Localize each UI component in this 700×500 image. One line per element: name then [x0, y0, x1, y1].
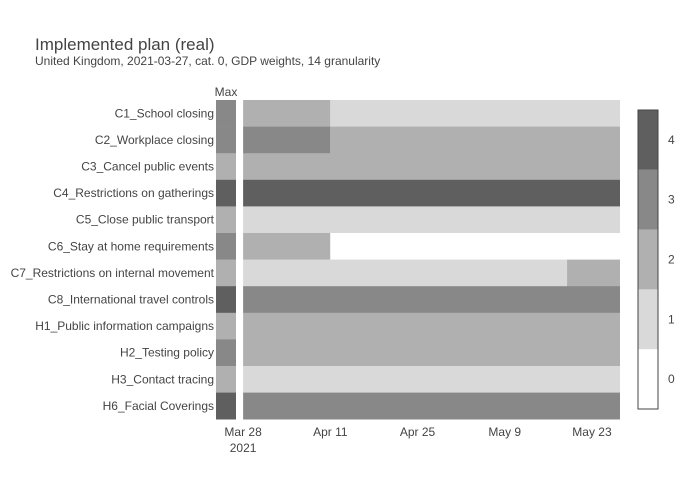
colorbar-outline — [637, 109, 659, 410]
max-cell[interactable] — [216, 179, 236, 207]
colorbar-tick-label: 0 — [668, 372, 675, 386]
x-tick-label: May 9 — [488, 425, 521, 439]
max-cell[interactable] — [216, 126, 236, 154]
heatmap-cell[interactable] — [243, 339, 621, 367]
colorbar-swatch — [638, 169, 658, 230]
colorbar-swatch — [638, 289, 658, 350]
max-cell[interactable] — [216, 286, 236, 314]
chart-subtitle: United Kingdom, 2021-03-27, cat. 0, GDP … — [35, 54, 381, 68]
colorbar-tick-label: 4 — [668, 133, 675, 147]
heatmap-cell[interactable] — [330, 126, 620, 154]
x-tick-label: Mar 28 — [224, 425, 262, 439]
heatmap-cell[interactable] — [243, 206, 621, 234]
x-year-label: 2021 — [230, 441, 257, 455]
max-cell[interactable] — [216, 392, 236, 420]
max-cell[interactable] — [216, 233, 236, 260]
heatmap-cell[interactable] — [243, 153, 621, 181]
heatmap-cell[interactable] — [243, 392, 621, 420]
x-tick-label: Apr 25 — [400, 425, 436, 439]
heatmap-cell[interactable] — [330, 100, 620, 127]
plot-area[interactable] — [243, 100, 621, 420]
y-tick-label: H6_Facial Coverings — [103, 399, 214, 413]
heatmap-cell[interactable] — [243, 312, 621, 340]
y-axis-labels: C1_School closing C2_Workplace closing C3_… — [11, 106, 215, 413]
y-tick-label: C1_School closing — [115, 106, 214, 120]
heatmap-cell[interactable] — [243, 366, 621, 393]
chart-title: Implemented plan (real) — [35, 35, 215, 54]
x-axis: Mar 28 Apr 11 Apr 25 May 9 May 23 2021 — [224, 425, 612, 455]
y-tick-label: C3_Cancel public events — [81, 160, 214, 174]
y-tick-label: H3_Contact tracing — [111, 372, 214, 386]
y-tick-label: H2_Testing policy — [120, 346, 214, 360]
max-cell[interactable] — [216, 366, 236, 393]
colorbar-swatch — [638, 229, 658, 290]
x-tick-label: May 23 — [572, 425, 612, 439]
colorbar-tick-label: 2 — [668, 253, 675, 267]
y-tick-label: C7_Restrictions on internal movement — [11, 266, 215, 280]
heatmap-cell[interactable] — [243, 179, 621, 207]
colorbar-swatch — [638, 349, 658, 409]
max-cell[interactable] — [216, 312, 236, 340]
heatmap-cell[interactable] — [243, 100, 331, 127]
heatmap-cell[interactable] — [243, 233, 331, 260]
colorbar-swatch — [638, 110, 658, 170]
x-tick-label: Apr 11 — [313, 425, 348, 439]
y-tick-label: H1_Public information campaigns — [35, 319, 214, 333]
max-cell[interactable] — [216, 259, 236, 287]
max-cell[interactable] — [216, 100, 236, 127]
max-cell[interactable] — [216, 206, 236, 234]
max-column: Max — [215, 85, 238, 420]
y-tick-label: C5_Close public transport — [76, 213, 215, 227]
max-column-header: Max — [215, 85, 238, 99]
y-tick-label: C6_Stay at home requirements — [48, 239, 214, 253]
max-cell[interactable] — [216, 153, 236, 181]
heatmap-cell[interactable] — [567, 259, 620, 287]
heatmap-cell[interactable] — [243, 126, 331, 154]
y-tick-label: C2_Workplace closing — [95, 133, 214, 147]
y-tick-label: C8_International travel controls — [48, 293, 214, 307]
colorbar-tick-label: 1 — [668, 312, 675, 326]
colorbar: 0 1 2 3 4 — [637, 109, 675, 410]
heatmap-cell[interactable] — [243, 259, 568, 287]
heatmap-cell[interactable] — [243, 286, 621, 314]
heatmap-cell[interactable] — [330, 233, 620, 260]
y-tick-label: C4_Restrictions on gatherings — [53, 186, 214, 200]
colorbar-tick-label: 3 — [668, 193, 675, 207]
max-cell[interactable] — [216, 339, 236, 367]
